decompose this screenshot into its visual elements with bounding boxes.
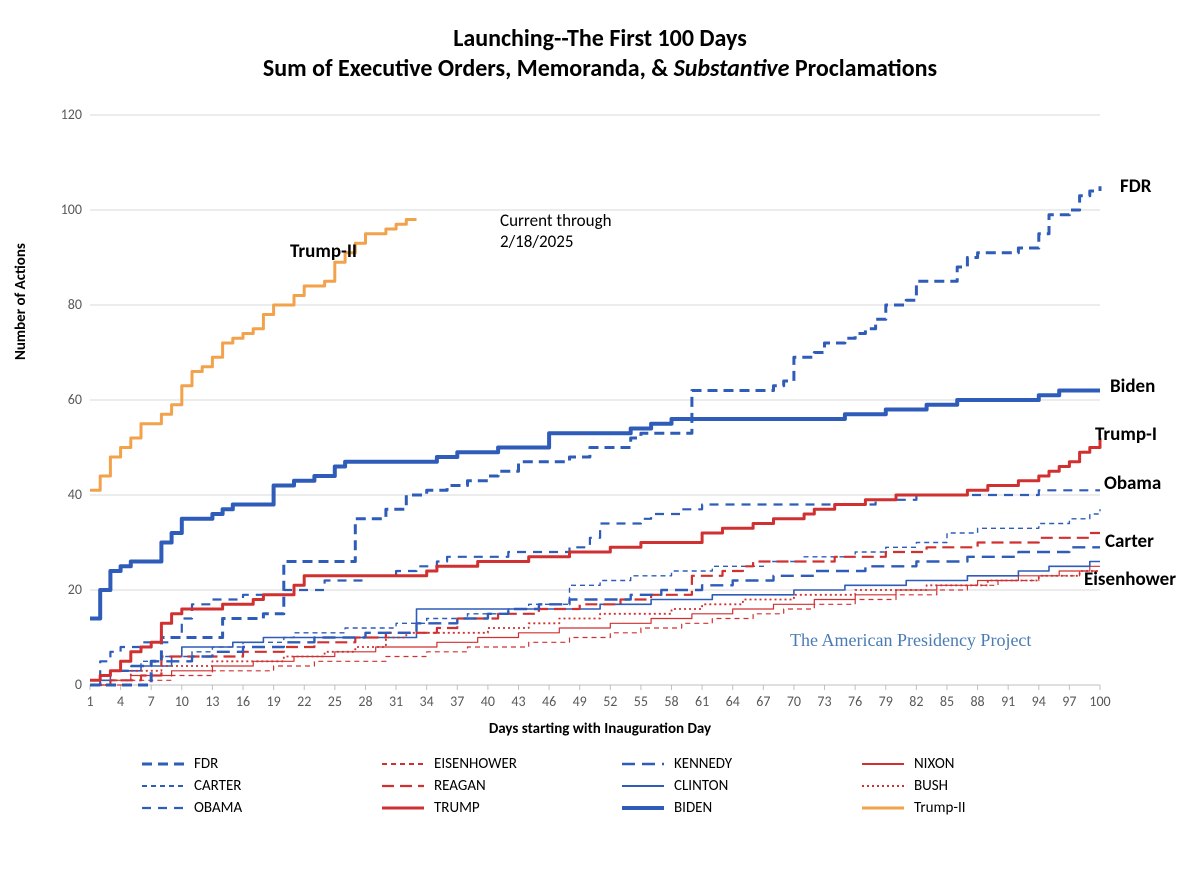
legend-item-trump: TRUMP (380, 799, 620, 817)
legend-item-nixon: NIXON (860, 755, 1100, 773)
legend-label: NIXON (914, 755, 954, 773)
legend-item-reagan: REAGAN (380, 777, 620, 795)
legend-label: BIDEN (674, 799, 712, 817)
legend-label: BUSH (914, 777, 948, 795)
x-tick-label: 43 (506, 693, 530, 710)
legend-label: KENNEDY (674, 755, 732, 773)
x-tick-label: 25 (323, 693, 347, 710)
x-tick-label: 19 (262, 693, 286, 710)
legend-label: REAGAN (434, 777, 486, 795)
series-trump-ii (90, 220, 417, 491)
annotation-current-through: Current through 2/18/2025 (500, 210, 612, 252)
x-tick-label: 40 (476, 693, 500, 710)
legend-item-obama: OBAMA (140, 799, 380, 817)
legend-item-fdr: FDR (140, 755, 380, 773)
legend-item-clinton: CLINTON (620, 777, 860, 795)
series-label-obama: Obama (1104, 472, 1161, 495)
legend-swatch (380, 801, 426, 815)
series-fdr (90, 186, 1100, 685)
x-tick-label: 1 (78, 693, 102, 710)
y-tick-label: 20 (68, 581, 82, 598)
legend-swatch (860, 801, 906, 815)
y-tick-label: 100 (61, 201, 82, 218)
x-tick-label: 55 (629, 693, 653, 710)
legend-row: FDR EISENHOWER KENNEDY NIXON (140, 755, 1100, 773)
x-tick-label: 67 (751, 693, 775, 710)
series-kennedy (90, 547, 1100, 685)
legend-label: Trump-II (914, 799, 966, 817)
legend-swatch (620, 757, 666, 771)
series-label-eisenhower: Eisenhower (1084, 568, 1176, 591)
chart-svg (0, 0, 1200, 871)
legend-item-biden: BIDEN (620, 799, 860, 817)
legend-row: OBAMA TRUMP BIDEN Trump-II (140, 799, 1100, 817)
legend-label: OBAMA (194, 799, 242, 817)
y-tick-label: 120 (61, 106, 82, 123)
x-tick-label: 10 (170, 693, 194, 710)
x-tick-label: 52 (598, 693, 622, 710)
x-tick-label: 4 (109, 693, 133, 710)
series-label-carter: Carter (1105, 530, 1154, 553)
legend-item-trump-ii: Trump-II (860, 799, 1100, 817)
legend-item-bush: BUSH (860, 777, 1100, 795)
legend-swatch (140, 779, 186, 793)
legend-row: CARTER REAGAN CLINTON BUSH (140, 777, 1100, 795)
legend-label: CLINTON (674, 777, 728, 795)
x-tick-label: 13 (200, 693, 224, 710)
x-tick-label: 61 (690, 693, 714, 710)
legend-item-eisenhower: EISENHOWER (380, 755, 620, 773)
x-tick-label: 58 (660, 693, 684, 710)
series-label-trump-ii: Trump-II (290, 240, 357, 263)
legend-swatch (380, 779, 426, 793)
x-tick-label: 31 (384, 693, 408, 710)
legend-swatch (380, 757, 426, 771)
x-tick-label: 85 (935, 693, 959, 710)
credit-text: The American Presidency Project (790, 630, 1031, 651)
x-tick-label: 94 (1027, 693, 1051, 710)
legend-label: TRUMP (434, 799, 480, 817)
legend-item-kennedy: KENNEDY (620, 755, 860, 773)
y-tick-label: 60 (68, 391, 82, 408)
x-tick-label: 49 (568, 693, 592, 710)
legend-swatch (860, 757, 906, 771)
x-tick-label: 79 (874, 693, 898, 710)
x-tick-label: 22 (292, 693, 316, 710)
legend-swatch (860, 779, 906, 793)
legend-swatch (620, 779, 666, 793)
x-tick-label: 100 (1088, 693, 1112, 710)
series-nixon (90, 566, 1100, 685)
x-tick-label: 28 (353, 693, 377, 710)
x-tick-label: 16 (231, 693, 255, 710)
x-tick-label: 37 (445, 693, 469, 710)
legend-swatch (140, 757, 186, 771)
series-label-fdr: FDR (1120, 175, 1151, 198)
x-tick-label: 64 (721, 693, 745, 710)
x-tick-label: 7 (139, 693, 163, 710)
x-tick-label: 46 (537, 693, 561, 710)
x-tick-label: 88 (966, 693, 990, 710)
x-tick-label: 70 (782, 693, 806, 710)
series-carter (90, 509, 1100, 680)
x-tick-label: 73 (813, 693, 837, 710)
x-tick-label: 76 (843, 693, 867, 710)
x-tick-label: 34 (415, 693, 439, 710)
legend: FDR EISENHOWER KENNEDY NIXON CARTER REAGAN CLI… (140, 755, 1100, 821)
legend-label: EISENHOWER (434, 755, 517, 773)
legend-item-carter: CARTER (140, 777, 380, 795)
series-label-trump-i: Trump-I (1095, 423, 1157, 446)
legend-swatch (620, 801, 666, 815)
y-tick-label: 40 (68, 486, 82, 503)
legend-label: CARTER (194, 777, 241, 795)
y-tick-label: 80 (68, 296, 82, 313)
series-label-biden: Biden (1110, 375, 1155, 398)
legend-swatch (140, 801, 186, 815)
x-tick-label: 97 (1057, 693, 1081, 710)
series-biden (90, 391, 1100, 619)
x-tick-label: 91 (996, 693, 1020, 710)
x-tick-label: 82 (904, 693, 928, 710)
legend-label: FDR (194, 755, 218, 773)
y-tick-label: 0 (75, 676, 82, 693)
